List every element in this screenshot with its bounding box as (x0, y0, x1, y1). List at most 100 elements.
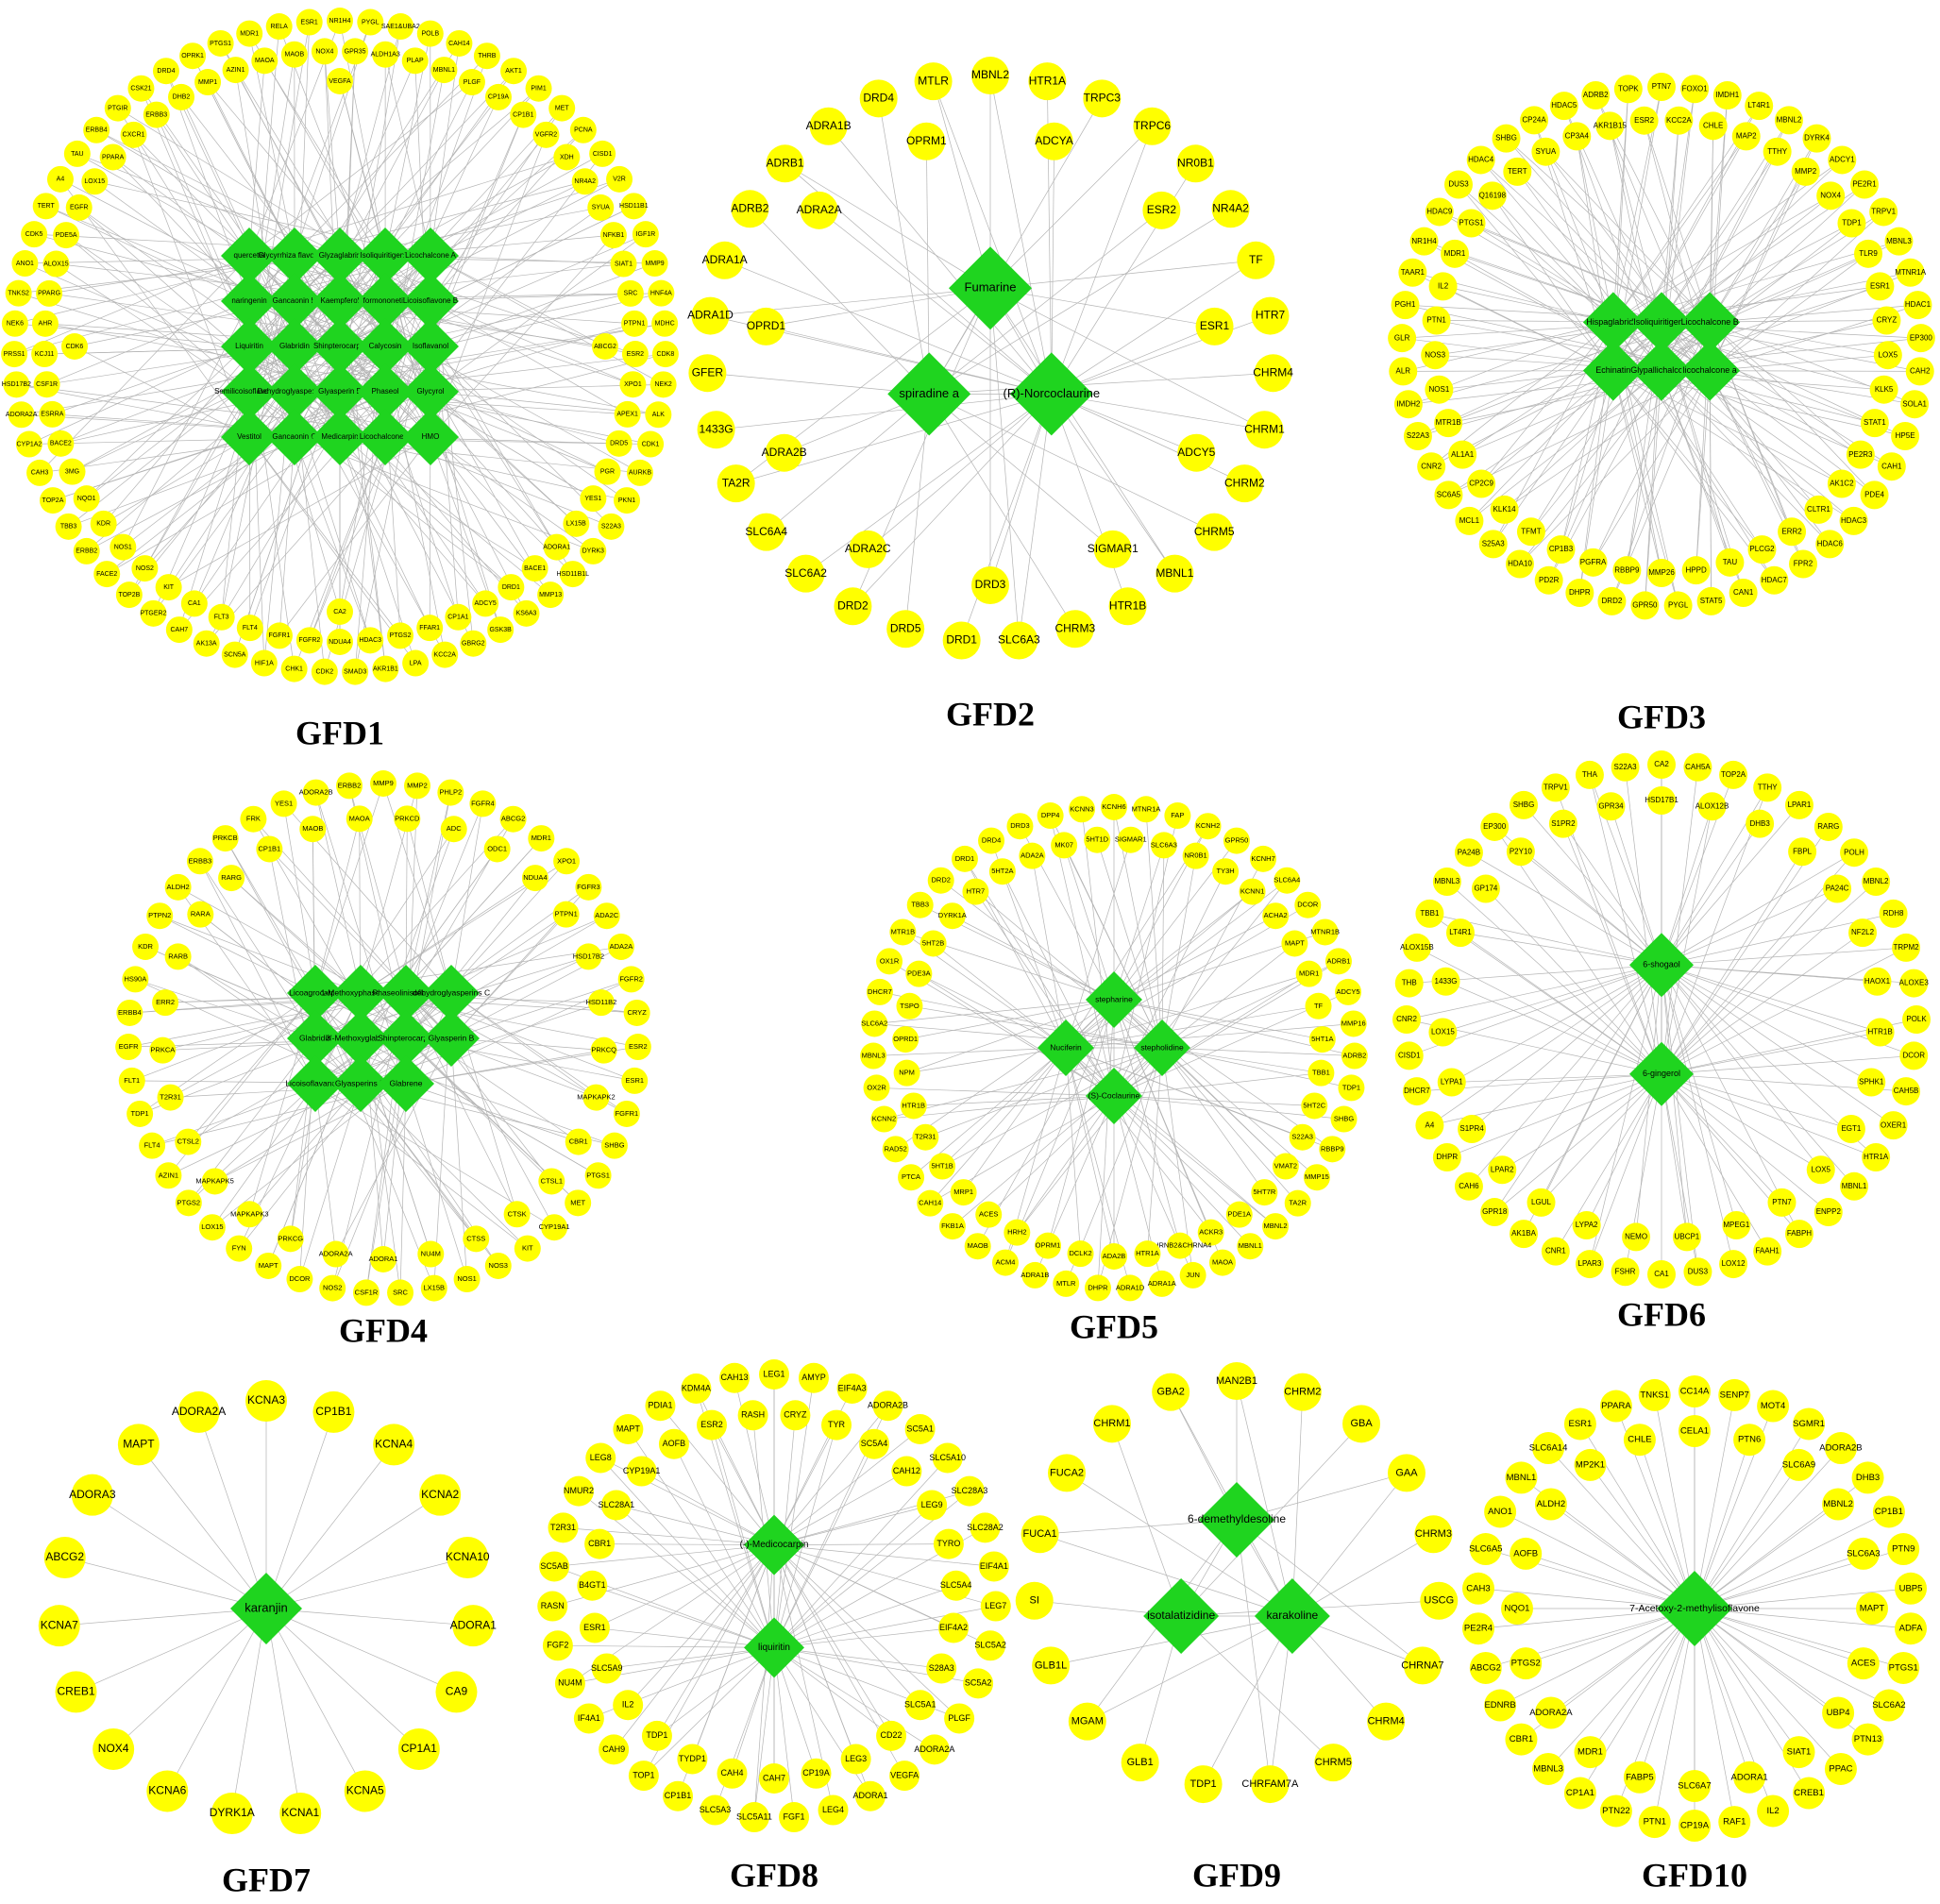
target-label: ACHA2 (1264, 911, 1288, 919)
edge (1661, 1055, 1915, 1075)
target-node (1166, 1232, 1193, 1259)
edge (405, 803, 483, 994)
target-node (164, 943, 192, 970)
hub-node (221, 363, 278, 420)
hub-label: isotalatizidine (1147, 1609, 1215, 1622)
edge (1523, 804, 1662, 966)
target-label: MAPT (616, 1424, 641, 1433)
edge (773, 1647, 795, 1818)
target-label: ADORA2A (6, 412, 38, 418)
target-label: MBNL3 (1435, 877, 1460, 885)
edge (627, 1544, 775, 1706)
target-node (336, 772, 363, 800)
edge (930, 1047, 1067, 1204)
target-node (164, 873, 192, 901)
target-node (891, 1456, 922, 1487)
edge (1442, 286, 1613, 371)
target-node (840, 1744, 871, 1775)
target-label: DRD1 (502, 584, 520, 591)
edge (1710, 354, 1888, 371)
target-label: TRPM2 (1894, 943, 1920, 952)
target-node (416, 20, 444, 47)
target-node (460, 630, 487, 657)
edge (76, 1608, 267, 1693)
target-node (577, 1570, 608, 1601)
edge (384, 345, 577, 525)
target-label: FLT4 (144, 1141, 160, 1150)
edge (554, 1544, 775, 1567)
edge (1113, 973, 1309, 1097)
target-label: HTR1A (1029, 74, 1066, 87)
target-label: LPAR3 (1578, 1259, 1602, 1268)
target-label: MBNL2 (1864, 877, 1889, 885)
target-node (1448, 440, 1477, 469)
target-label: AURKB (629, 470, 651, 477)
target-node (613, 1100, 640, 1127)
edge (606, 1647, 775, 1669)
edge (1236, 1380, 1293, 1617)
target-label: KCNA4 (375, 1438, 413, 1451)
target-label: CA9 (446, 1685, 468, 1698)
edge (1590, 1464, 1695, 1609)
target-node (1480, 812, 1510, 841)
target-node (632, 221, 659, 248)
edge (1081, 809, 1115, 1097)
target-node (463, 1225, 490, 1253)
target-label: SLC6A7 (1678, 1781, 1711, 1792)
edge (1113, 815, 1178, 1097)
edge (1161, 1047, 1322, 1073)
edge (225, 837, 316, 994)
target-node (55, 513, 82, 540)
target-node (1469, 1533, 1502, 1566)
target-label: CHRM2 (1284, 1387, 1321, 1398)
target-label: THRB (478, 53, 496, 59)
target-node (387, 13, 414, 41)
edge (1709, 253, 1869, 371)
target-label: SI (1030, 1595, 1039, 1607)
edge (138, 1444, 267, 1609)
target-node (155, 1162, 182, 1189)
edge (989, 288, 1175, 574)
target-label: TBB1 (1312, 1069, 1330, 1077)
target-node (168, 83, 195, 110)
target-node (1840, 1171, 1869, 1201)
edge (199, 861, 316, 1039)
target-label: CA2 (1654, 760, 1669, 768)
edge (1612, 370, 1854, 522)
target-node (592, 333, 618, 360)
edge (963, 1047, 1067, 1193)
target-label: NQO1 (1505, 1604, 1530, 1614)
hub-label: Fumarine (965, 280, 1017, 295)
target-label: ERBB3 (145, 111, 167, 118)
target-node (1599, 1390, 1632, 1423)
target-node (513, 599, 540, 627)
target-label: CXCR1 (123, 132, 145, 139)
target-node (372, 655, 399, 682)
target-node (594, 458, 621, 485)
target-node (1896, 258, 1925, 287)
target-node (1698, 111, 1728, 141)
target-node (1421, 341, 1450, 370)
edge (1493, 826, 1662, 1074)
target-label: CAH9 (602, 1744, 625, 1754)
edge (1590, 1608, 1695, 1753)
edge (249, 1083, 362, 1215)
target-label: DRD3 (975, 578, 1006, 591)
target-label: 5HT2C (1303, 1101, 1325, 1109)
edge (1612, 195, 1831, 323)
target-label: RASN (541, 1601, 565, 1610)
edge (1445, 981, 1662, 1075)
edge (1161, 1047, 1355, 1056)
target-label: S22A3 (1614, 763, 1638, 771)
target-node (143, 101, 170, 128)
edge (265, 1608, 366, 1792)
edge (641, 1471, 775, 1545)
target-node (1239, 878, 1266, 905)
edge (975, 891, 1115, 1097)
edge (616, 1505, 775, 1545)
target-node (1415, 899, 1444, 928)
target-node (759, 1763, 789, 1794)
edge (430, 345, 558, 548)
target-label: TERT (1508, 167, 1527, 176)
target-label: AK1C2 (1830, 480, 1854, 488)
